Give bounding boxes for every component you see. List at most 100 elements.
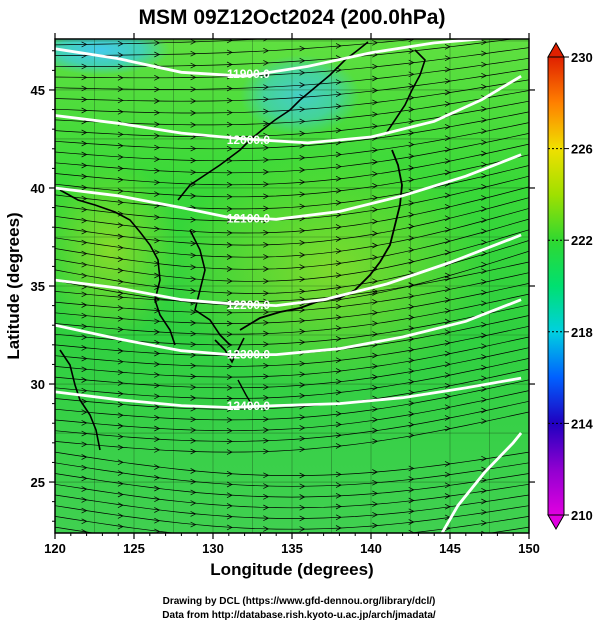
streamline-arrow bbox=[263, 373, 270, 380]
streamline-arrow bbox=[190, 276, 197, 282]
streamline-arrow bbox=[299, 239, 306, 246]
streamline-arrow bbox=[335, 378, 342, 385]
streamline-arrow bbox=[299, 526, 306, 532]
streamline-arrow bbox=[372, 309, 379, 316]
streamline-arrow bbox=[444, 101, 451, 107]
streamline-arrow bbox=[481, 321, 488, 328]
streamline-arrow bbox=[372, 479, 379, 486]
streamline-arrow bbox=[81, 107, 88, 114]
streamline-arrow bbox=[335, 335, 342, 342]
streamline-arrow bbox=[372, 384, 379, 391]
streamline-arrow bbox=[444, 158, 451, 164]
streamline-arrow bbox=[408, 106, 415, 113]
streamline-arrow bbox=[335, 421, 342, 428]
streamline-arrow bbox=[444, 78, 451, 84]
contour-line bbox=[55, 153, 522, 221]
streamline-arrow bbox=[154, 382, 161, 389]
streamline-arrow bbox=[226, 193, 233, 200]
chart-title: MSM 09Z12Oct2024 (200.0hPa) bbox=[139, 6, 446, 29]
streamline-arrow bbox=[263, 526, 270, 532]
streamline-arrow bbox=[481, 509, 488, 516]
streamline-arrow bbox=[263, 108, 270, 115]
streamline-arrow bbox=[117, 278, 124, 285]
streamline-arrow bbox=[226, 181, 233, 188]
streamline-arrow bbox=[299, 69, 306, 76]
streamline-arrow bbox=[117, 256, 124, 263]
streamline-arrow bbox=[81, 162, 88, 169]
streamline-arrow bbox=[154, 226, 161, 232]
streamline-arrow bbox=[154, 485, 161, 492]
streamline-arrow bbox=[263, 181, 270, 188]
cool-patch-northwest bbox=[55, 39, 170, 75]
streamline-arrow bbox=[263, 254, 270, 260]
streamline-arrow bbox=[117, 502, 124, 509]
streamline-arrow bbox=[117, 358, 124, 365]
streamline-arrow bbox=[117, 176, 124, 183]
streamline-arrow bbox=[154, 436, 161, 443]
streamline-arrow bbox=[335, 91, 342, 98]
streamline-arrow bbox=[154, 98, 161, 104]
streamline-arrow bbox=[408, 389, 415, 396]
streamline-arrow bbox=[154, 464, 161, 470]
streamline-arrow bbox=[335, 514, 342, 521]
streamline-arrow bbox=[190, 395, 197, 401]
streamline-arrow bbox=[81, 140, 88, 147]
streamline-arrow bbox=[263, 483, 270, 489]
streamline-arrow bbox=[226, 85, 233, 92]
streamline-arrow bbox=[408, 325, 415, 332]
streamline-arrow bbox=[481, 530, 486, 533]
streamline-arrow bbox=[117, 97, 124, 104]
x-tick-label: 120 bbox=[44, 541, 66, 556]
streamline-arrow bbox=[299, 39, 301, 40]
y-axis-label: Latitude (degrees) bbox=[4, 212, 23, 359]
streamline-arrow bbox=[154, 191, 161, 197]
streamline-arrow bbox=[154, 372, 161, 378]
x-axis-label: Longitude (degrees) bbox=[210, 560, 373, 579]
x-tick-label: 130 bbox=[202, 541, 224, 556]
streamline-arrow bbox=[481, 172, 488, 179]
streamline-arrow bbox=[81, 497, 88, 503]
streamline-arrow bbox=[190, 478, 197, 485]
streamline-arrow bbox=[481, 343, 488, 350]
streamline-arrow bbox=[263, 229, 270, 236]
streamline-arrow bbox=[154, 237, 161, 244]
streamline bbox=[55, 39, 419, 56]
streamline-arrow bbox=[336, 536, 341, 541]
streamline-arrow bbox=[81, 63, 88, 70]
streamline-arrow bbox=[444, 382, 451, 389]
coast-china-south bbox=[59, 349, 101, 451]
streamline-arrow bbox=[299, 414, 306, 421]
streamline-arrow bbox=[81, 409, 88, 416]
streamline-arrow bbox=[81, 377, 88, 383]
height-contours: 11900.0 12000.0 12100.0 12200.0 12300.0 12400… bbox=[55, 39, 523, 533]
coast-hokkaido bbox=[384, 49, 426, 136]
streamline-arrow bbox=[408, 153, 415, 160]
contour-line bbox=[55, 298, 522, 356]
streamline-arrow bbox=[190, 122, 197, 128]
streamline-arrow bbox=[372, 182, 379, 189]
streamline-arrow bbox=[154, 414, 161, 421]
streamline-arrow bbox=[226, 363, 233, 370]
streamline-arrow bbox=[190, 362, 197, 369]
contour-line bbox=[55, 376, 522, 409]
streamline-arrow bbox=[190, 50, 197, 57]
streamline-arrow bbox=[408, 476, 415, 482]
colorbar-max-arrow bbox=[547, 41, 565, 58]
streamline-arrow bbox=[299, 118, 306, 125]
streamline-arrow bbox=[372, 511, 379, 518]
streamline-arrow bbox=[372, 111, 379, 118]
streamline-arrow bbox=[81, 85, 88, 92]
streamline-arrow bbox=[335, 236, 342, 242]
streamline-arrow bbox=[81, 518, 88, 525]
streamline-arrow bbox=[81, 129, 88, 136]
streamline-arrow bbox=[154, 179, 161, 186]
streamline-arrow bbox=[263, 515, 270, 522]
streamline-arrow bbox=[372, 206, 379, 213]
streamline-arrow bbox=[444, 89, 451, 96]
streamline-arrow bbox=[444, 350, 451, 357]
streamline-arrow bbox=[299, 296, 306, 303]
streamline-arrow bbox=[190, 169, 197, 176]
streamline-arrow bbox=[299, 276, 306, 283]
streamline-arrow bbox=[81, 334, 88, 341]
streamline-arrow bbox=[226, 230, 233, 236]
